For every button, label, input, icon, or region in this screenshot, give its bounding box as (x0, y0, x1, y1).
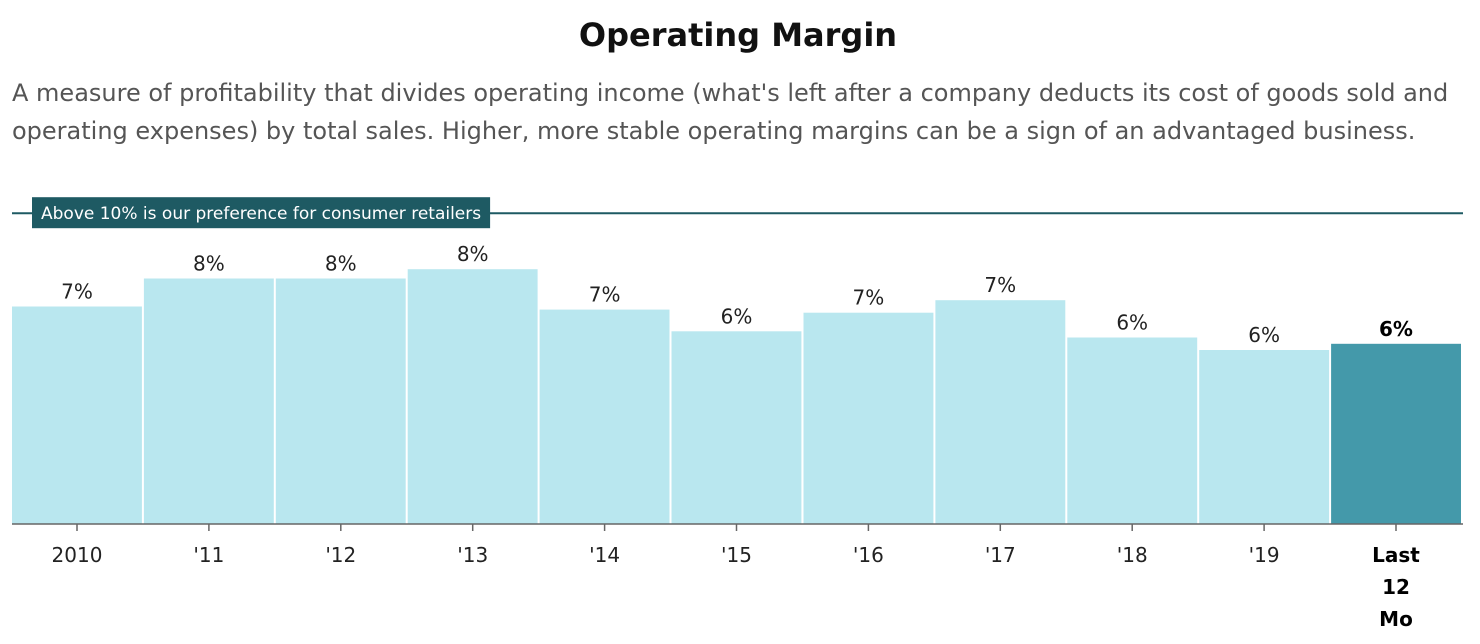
x-tick-label: '19 (1249, 543, 1280, 567)
bar-value-label: 6% (1248, 323, 1280, 347)
x-tick-label: '17 (985, 543, 1016, 567)
bar (671, 331, 802, 524)
bar-value-label: 6% (1116, 311, 1148, 335)
bar (935, 300, 1066, 524)
x-tick-labels-group: 2010 '11 '12 '13 '14 '15 '16 '17 '18 '19 Last 12 Mo (52, 543, 1421, 631)
bar-value-label: 6% (1379, 317, 1413, 341)
bar (407, 269, 538, 524)
bar (275, 278, 406, 524)
bar-labels-group: 7% 8% 8% 8% 7% 6% 7% 7% 6% 6% 6% (61, 242, 1413, 347)
bar-value-label: 8% (457, 242, 489, 266)
bar-value-label: 6% (721, 304, 753, 328)
bar (539, 309, 670, 524)
x-tick-label: '15 (721, 543, 752, 567)
reference-label-box (32, 197, 491, 229)
chart-title: Operating Margin (578, 16, 898, 54)
bar (1331, 343, 1461, 524)
x-tick-label: 2010 (52, 543, 103, 567)
x-ticks-group (76, 524, 1397, 531)
bar-value-label: 7% (984, 273, 1016, 297)
bar (143, 278, 274, 524)
chart-subtitle: A measure of profitability that divides … (12, 79, 1449, 145)
reference-group: Above 10% is our preference for consumer… (12, 197, 1463, 229)
x-tick-label: '18 (1117, 543, 1148, 567)
reference-label: Above 10% is our preference for consumer… (41, 204, 481, 224)
bar (1199, 350, 1330, 524)
bar-value-label: 7% (589, 283, 621, 307)
bar-value-label: 8% (193, 252, 225, 276)
bar (1067, 337, 1198, 524)
x-tick-label: '16 (853, 543, 884, 567)
x-tick-label: '13 (457, 543, 488, 567)
bar (12, 306, 142, 524)
x-tick-label: '14 (589, 543, 620, 567)
x-tick-label: Last 12 Mo (1372, 543, 1420, 631)
bars-group (12, 269, 1461, 524)
x-tick-label: '11 (193, 543, 224, 567)
bar (803, 312, 934, 524)
x-tick-label: '12 (325, 543, 356, 567)
bar-value-label: 8% (325, 252, 357, 276)
bar-value-label: 7% (853, 286, 885, 310)
bar-value-label: 7% (61, 280, 93, 304)
